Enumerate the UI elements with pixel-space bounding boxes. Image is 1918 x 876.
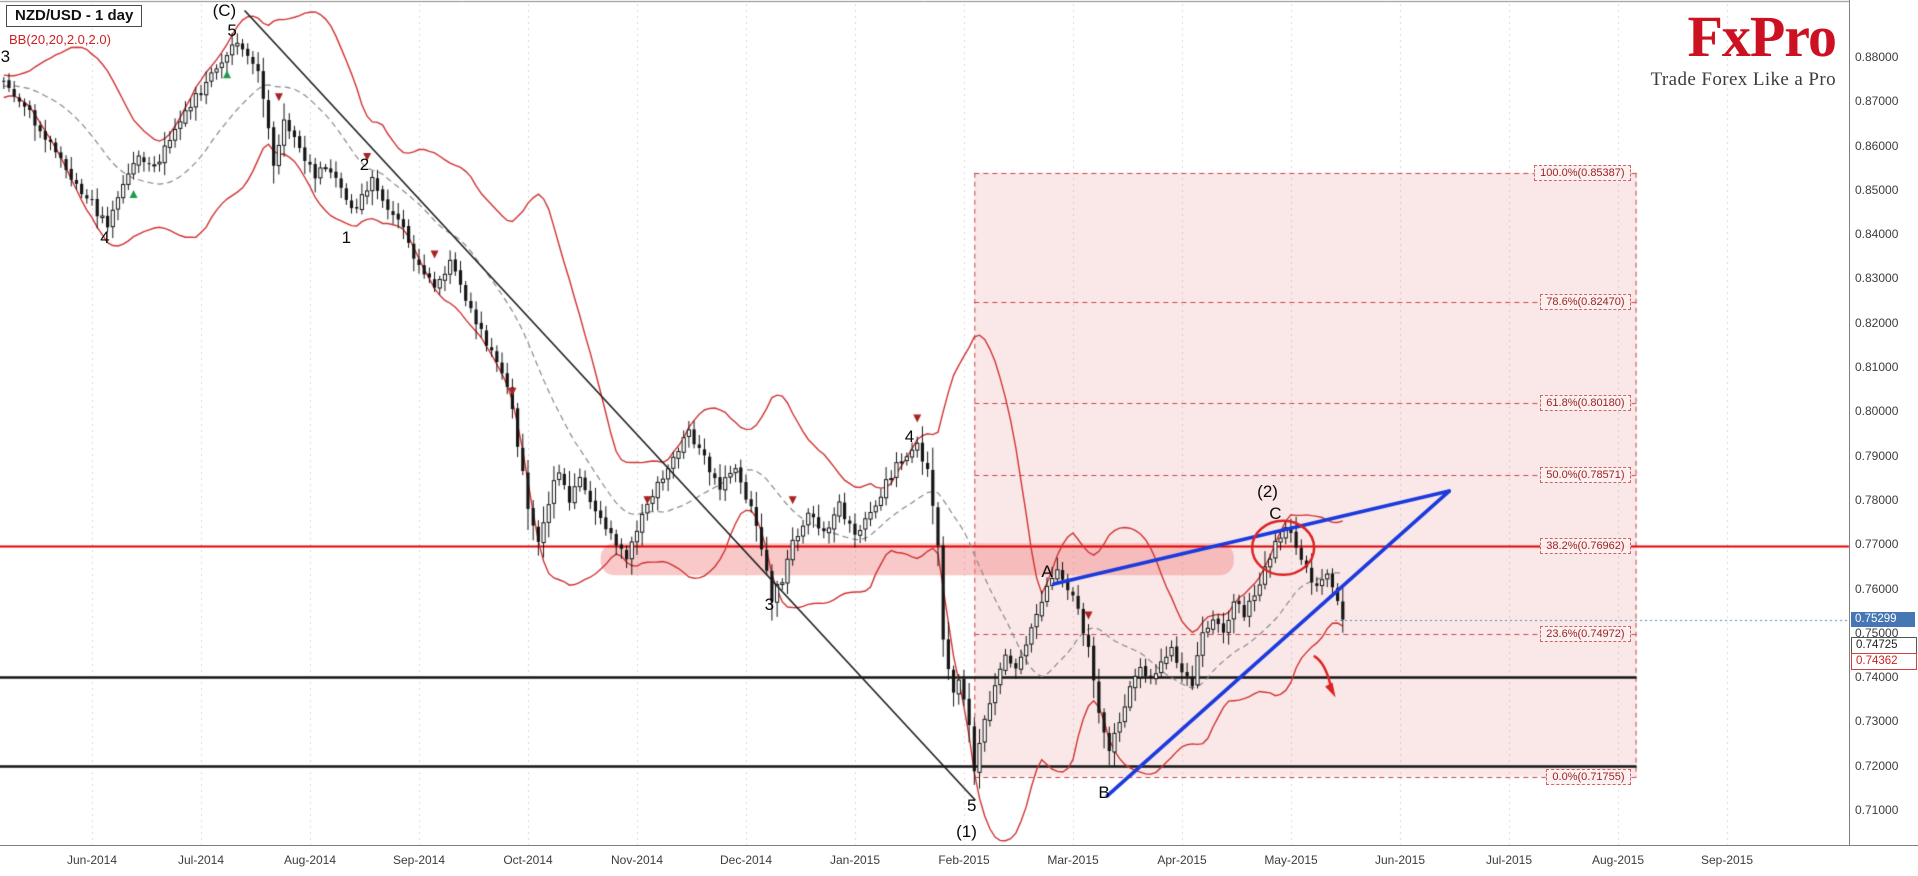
- wave-label-1: 1: [341, 227, 352, 247]
- time-axis-label: Dec-2014: [719, 853, 773, 867]
- time-axis-label: Jul-2014: [177, 853, 225, 867]
- time-axis-label: Jun-2014: [66, 853, 118, 867]
- price-axis-label: 0.86000: [1855, 138, 1899, 153]
- price-axis-label: 0.85000: [1855, 182, 1899, 197]
- fib-level-label: 50.0%(0.78571): [1540, 466, 1631, 483]
- price-axis-label: 0.77000: [1855, 537, 1899, 552]
- fib-level-label: 23.6%(0.74972): [1540, 626, 1631, 643]
- price-axis-label: 0.88000: [1855, 50, 1899, 64]
- time-axis-label: Jul-2015: [1485, 853, 1533, 867]
- wave-label-4: 4: [100, 227, 110, 247]
- time-axis-label: Jun-2015: [1374, 853, 1426, 867]
- price-axis-label: 0.87000: [1855, 94, 1899, 109]
- wave-label-c: (C): [212, 1, 237, 21]
- fib-level-label: 100.0%(0.85387): [1534, 164, 1631, 181]
- time-axis-label: May-2015: [1264, 853, 1318, 867]
- fib-level-label: 38.2%(0.76962): [1540, 537, 1631, 554]
- symbol-title: NZD/USD - 1 day: [6, 5, 143, 27]
- time-axis-label: Apr-2015: [1157, 853, 1207, 867]
- price-axis-label: 0.72000: [1855, 758, 1899, 773]
- time-axis-label: Jan-2015: [829, 853, 881, 867]
- fxpro-logo: FxPro Trade Forex Like a Pro: [1650, 4, 1837, 91]
- time-axis-label: Sep-2014: [392, 853, 446, 867]
- wave-label-3: 3: [764, 595, 775, 615]
- wave-label-2: 2: [359, 155, 370, 175]
- wave-label-1: (1): [956, 822, 977, 842]
- wave-label-5: 5: [967, 796, 977, 816]
- price-axis[interactable]: 0.88000 0.87000 0.86000 0.85000 0.84000 0.830…: [1849, 0, 1918, 845]
- price-axis-label: 0.83000: [1855, 271, 1899, 286]
- wave-label-c: C: [1269, 504, 1282, 524]
- time-axis-label: Oct-2014: [503, 853, 553, 867]
- price-axis-label: 0.80000: [1855, 404, 1899, 419]
- time-axis-label: Feb-2015: [938, 853, 990, 867]
- price-level-tag: 0.74362: [1851, 653, 1917, 671]
- price-axis-label: 0.81000: [1855, 360, 1899, 375]
- price-axis-label: 0.78000: [1855, 492, 1899, 507]
- wave-label-a: A: [1041, 561, 1053, 581]
- wave-label-4: 4: [904, 427, 915, 447]
- time-axis[interactable]: Jun-2014 Jul-2014 Aug-2014 Sep-2014 Oct-2014…: [0, 845, 1918, 876]
- fxpro-tagline: Trade Forex Like a Pro: [1650, 69, 1836, 90]
- current-bid-tag: 0.75299: [1851, 611, 1915, 627]
- fxpro-logo-text: FxPro: [1687, 4, 1837, 69]
- price-axis-label: 0.76000: [1855, 581, 1899, 596]
- wave-label-b: B: [1098, 783, 1110, 803]
- time-axis-label: Sep-2015: [1700, 853, 1754, 867]
- time-axis-label: Aug-2014: [283, 853, 337, 867]
- fib-level-label: 0.0%(0.71755): [1546, 768, 1631, 785]
- wave-label-2: (2): [1257, 481, 1278, 501]
- bollinger-indicator-label[interactable]: BB(20,20,2.0,2.0): [9, 32, 111, 47]
- price-axis-label: 0.82000: [1855, 315, 1899, 330]
- time-axis-label: Nov-2014: [610, 853, 664, 867]
- time-axis-label: Mar-2015: [1047, 853, 1099, 867]
- price-axis-label: 0.75000: [1855, 625, 1899, 640]
- price-axis-label: 0.79000: [1855, 448, 1899, 463]
- price-axis-label: 0.71000: [1855, 802, 1899, 817]
- fib-level-label: 61.8%(0.80180): [1540, 395, 1631, 412]
- wave-label-5: 5: [227, 21, 237, 41]
- price-axis-label: 0.74000: [1855, 670, 1899, 685]
- price-level-tag: 0.74725: [1851, 637, 1917, 654]
- wave-label-3: 3: [0, 47, 11, 66]
- price-axis-label: 0.84000: [1855, 227, 1899, 242]
- price-axis-label: 0.73000: [1855, 714, 1899, 729]
- fib-level-label: 78.6%(0.82470): [1540, 293, 1631, 310]
- symbol-title-text: NZD/USD - 1 day: [15, 7, 134, 24]
- time-axis-label: Aug-2015: [1591, 853, 1645, 867]
